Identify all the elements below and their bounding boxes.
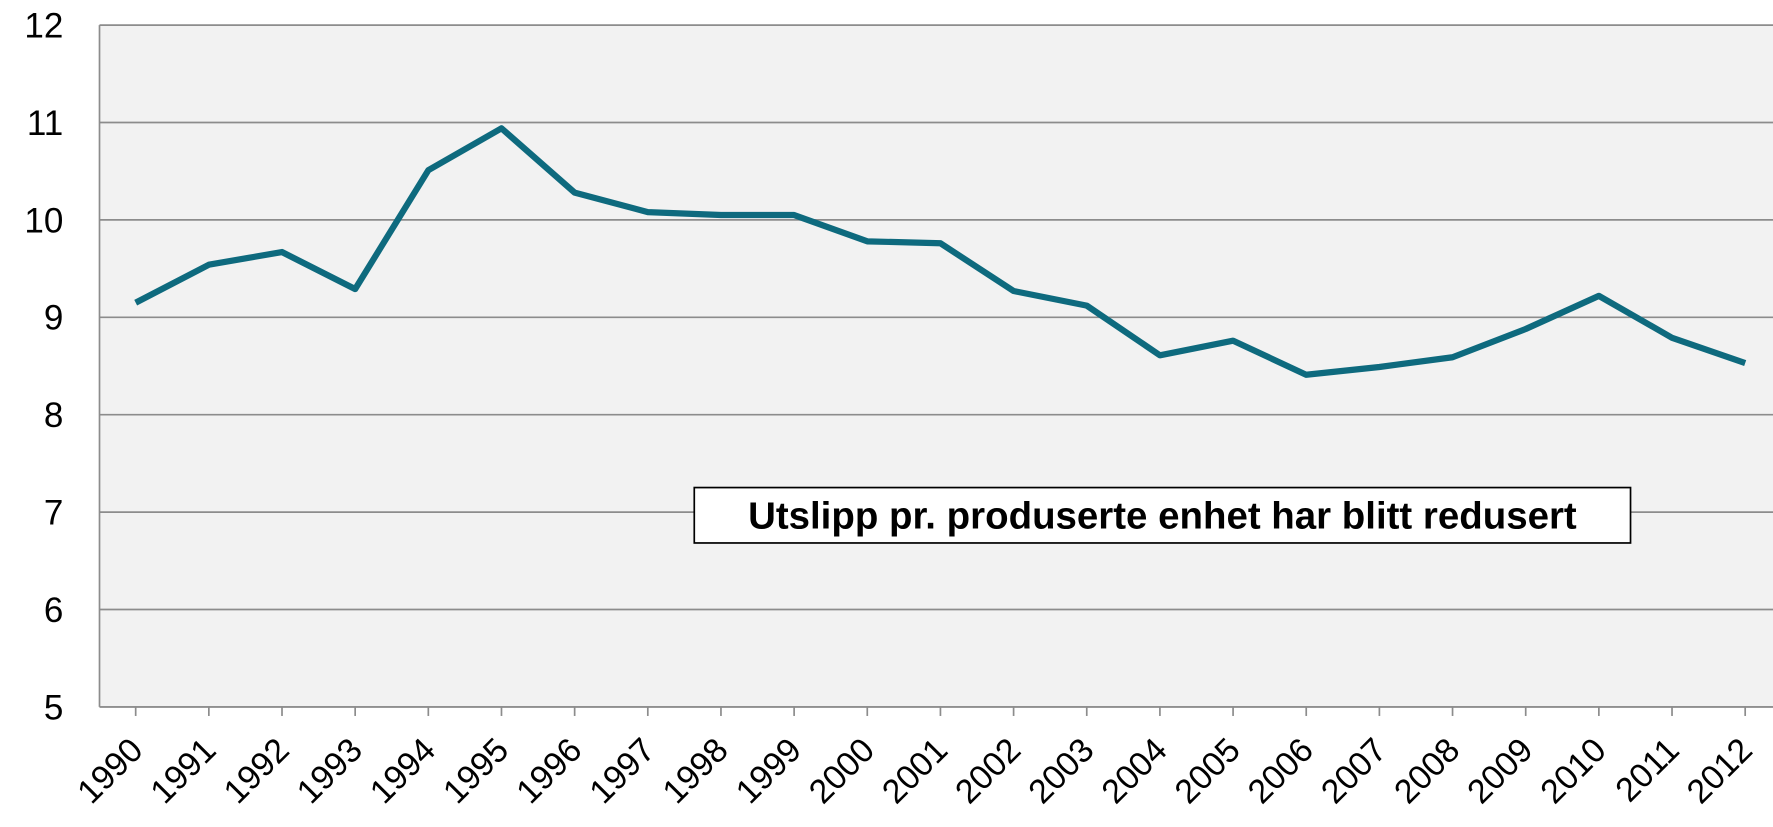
y-tick-label: 10 — [24, 201, 63, 240]
x-tick-label: 1992 — [216, 731, 296, 811]
x-tick-label: 1993 — [290, 731, 370, 811]
x-tick-label: 1998 — [655, 731, 735, 811]
y-tick-label: 11 — [27, 104, 63, 143]
y-tick-label: 5 — [44, 688, 64, 727]
x-tick-label: 1995 — [436, 731, 516, 811]
x-tick-label: 1996 — [509, 731, 589, 811]
x-tick-label: 2010 — [1533, 731, 1613, 811]
y-tick-label: 7 — [44, 494, 64, 533]
x-tick-label: 1990 — [70, 731, 150, 811]
x-tick-label: 2002 — [948, 731, 1028, 811]
x-tick-label: 2004 — [1094, 731, 1174, 811]
x-tick-label: 1999 — [729, 731, 809, 811]
x-tick-label: 2008 — [1387, 731, 1467, 811]
x-tick-label: 2007 — [1314, 731, 1394, 811]
x-tick-label: 2009 — [1460, 731, 1540, 811]
y-tick-label: 8 — [44, 396, 64, 435]
x-tick-label: 2012 — [1680, 731, 1760, 811]
annotation: Utslipp pr. produserte enhet har blitt r… — [748, 494, 1577, 537]
x-tick-label: 1994 — [363, 731, 443, 811]
y-tick-label: 6 — [44, 591, 64, 630]
data-line — [134, 125, 1747, 378]
x-tick-label: 2003 — [1021, 731, 1101, 811]
x-tick-label: 2011 — [1608, 731, 1686, 809]
x-tick-label: 1991 — [143, 731, 223, 811]
x-tick-label: 2006 — [1241, 731, 1321, 811]
annotation-box — [693, 486, 1632, 544]
y-tick-label: 9 — [44, 299, 64, 338]
plot-area — [99, 25, 1773, 707]
x-tick-label: 2000 — [802, 731, 882, 811]
x-tick-label: 1997 — [582, 731, 662, 811]
x-tick-label: 2005 — [1168, 731, 1248, 811]
x-tick-label: 2001 — [875, 731, 955, 811]
y-tick-label: 12 — [24, 7, 63, 46]
